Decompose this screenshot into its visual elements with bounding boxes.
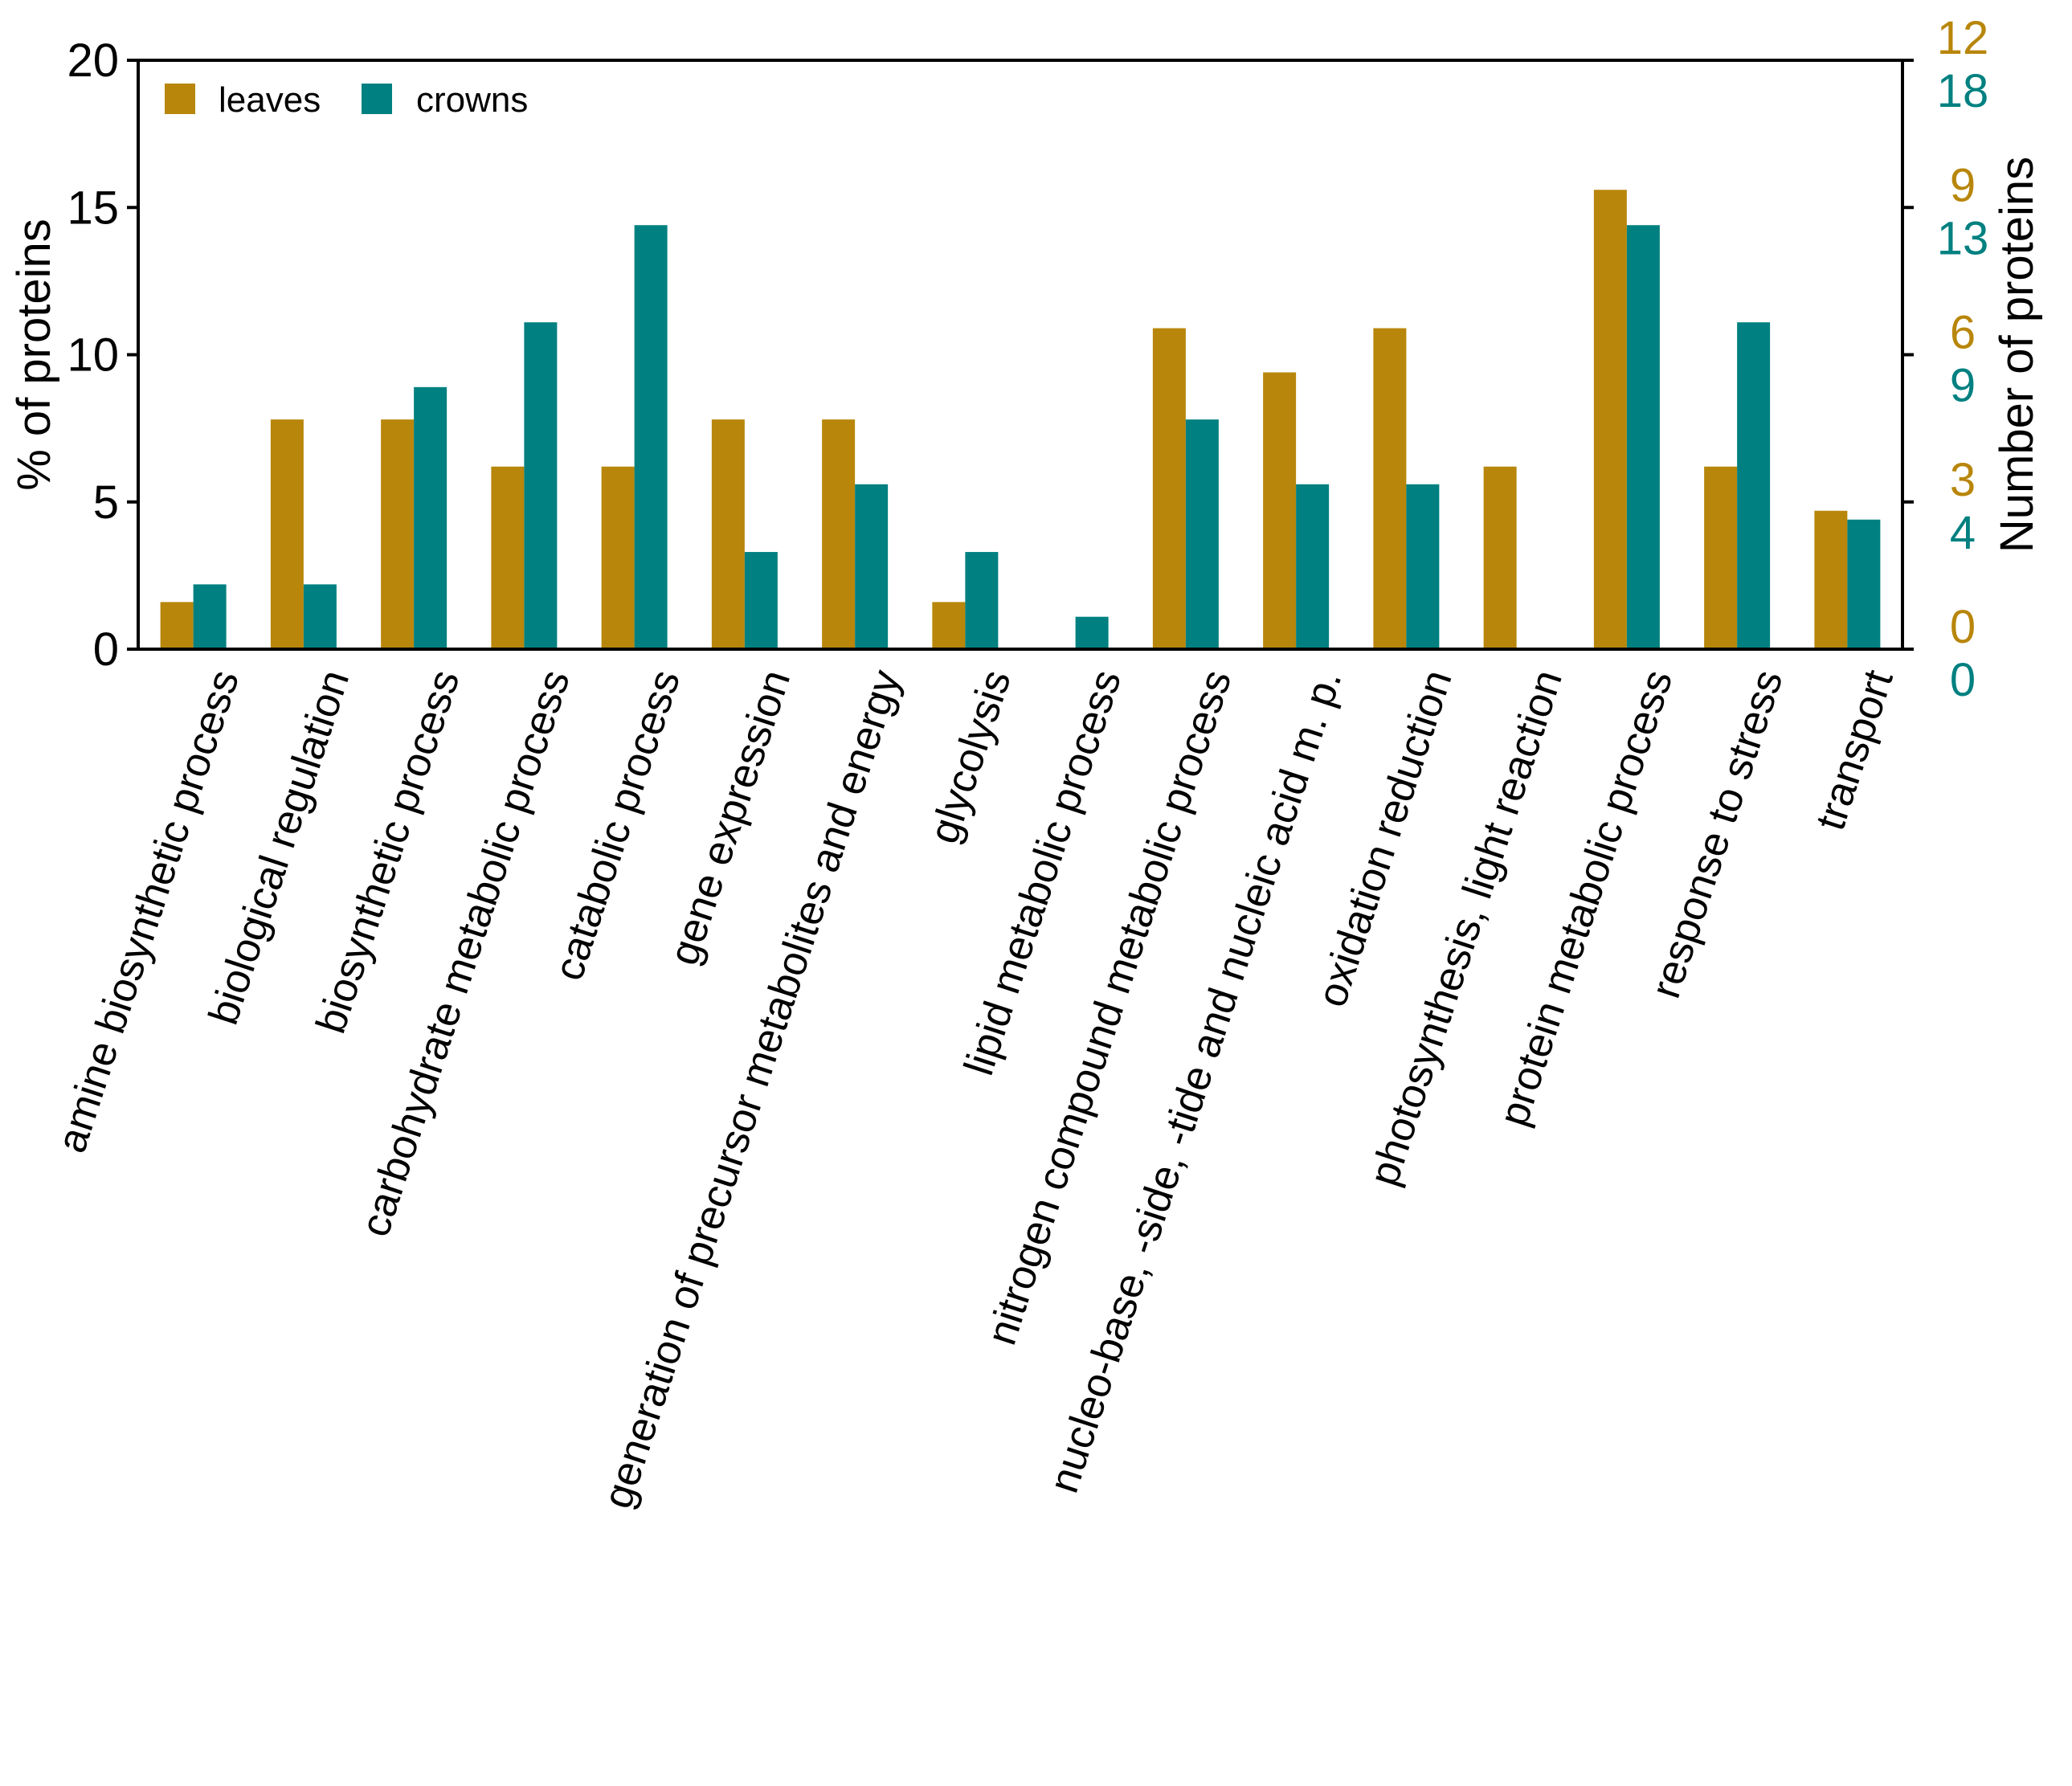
bar-leaves-12 bbox=[1483, 466, 1517, 649]
bar-leaves-3 bbox=[491, 466, 525, 649]
bar-crowns-4 bbox=[634, 225, 668, 649]
category-label: transport bbox=[1807, 664, 1902, 836]
bar-crowns-7 bbox=[965, 552, 999, 649]
right-tick-label-leaves: 6 bbox=[1950, 307, 1976, 359]
right-tick-label-crowns: 18 bbox=[1937, 65, 1989, 117]
bar-leaves-1 bbox=[270, 419, 304, 649]
right-tick-label-leaves: 9 bbox=[1950, 159, 1976, 211]
bar-leaves-5 bbox=[711, 419, 745, 649]
bar-crowns-15 bbox=[1847, 519, 1881, 649]
bars-layer bbox=[160, 190, 1881, 649]
bar-leaves-9 bbox=[1152, 328, 1186, 649]
legend: leaves crowns bbox=[165, 80, 528, 120]
bar-leaves-11 bbox=[1373, 328, 1407, 649]
bar-crowns-2 bbox=[414, 386, 448, 649]
bar-crowns-13 bbox=[1626, 225, 1660, 649]
left-tick-label: 10 bbox=[67, 329, 119, 382]
left-tick-label: 5 bbox=[93, 476, 119, 529]
bar-leaves-7 bbox=[932, 602, 966, 649]
bar-crowns-3 bbox=[524, 322, 558, 649]
bar-crowns-11 bbox=[1406, 484, 1440, 649]
category-label: carbohydrate metabolic process bbox=[352, 664, 579, 1242]
right-tick-label-leaves: 3 bbox=[1950, 454, 1976, 506]
bar-crowns-9 bbox=[1185, 419, 1219, 649]
bar-crowns-0 bbox=[193, 584, 227, 649]
category-label: glycolysis bbox=[921, 664, 1020, 849]
bar-leaves-15 bbox=[1814, 510, 1848, 649]
bar-crowns-14 bbox=[1737, 322, 1771, 649]
bar-leaves-6 bbox=[822, 419, 856, 649]
left-tick-label: 0 bbox=[93, 623, 119, 676]
left-tick-label: 20 bbox=[67, 35, 119, 87]
bar-crowns-8 bbox=[1075, 616, 1109, 649]
legend-swatch-leaves bbox=[165, 84, 195, 114]
bar-leaves-10 bbox=[1263, 372, 1297, 649]
legend-label-crowns: crowns bbox=[416, 80, 528, 120]
left-axis-title: % of proteins bbox=[8, 219, 60, 491]
right-axis-title: Number of proteins bbox=[1991, 157, 2043, 553]
right-tick-label-crowns: 4 bbox=[1950, 507, 1976, 559]
bar-leaves-13 bbox=[1593, 190, 1627, 649]
bar-leaves-14 bbox=[1704, 466, 1738, 649]
right-tick-label-crowns: 13 bbox=[1937, 212, 1989, 264]
bar-crowns-1 bbox=[303, 584, 337, 649]
bar-crowns-5 bbox=[744, 552, 778, 649]
category-label: amine biosynthetic process bbox=[48, 664, 248, 1158]
category-label: gene expression bbox=[660, 664, 799, 971]
bar-leaves-0 bbox=[160, 602, 194, 649]
legend-label-leaves: leaves bbox=[219, 80, 321, 120]
right-tick-label-leaves: 0 bbox=[1950, 601, 1976, 653]
legend-swatch-crowns bbox=[362, 84, 392, 114]
bar-leaves-2 bbox=[381, 419, 415, 649]
left-axis-ticks: 0 5 10 15 20 bbox=[67, 35, 138, 676]
right-tick-label-crowns: 0 bbox=[1950, 654, 1976, 706]
bar-leaves-4 bbox=[601, 466, 635, 649]
bar-crowns-6 bbox=[855, 484, 889, 649]
bar-crowns-10 bbox=[1296, 484, 1330, 649]
left-tick-label: 15 bbox=[67, 182, 119, 234]
right-tick-label-crowns: 9 bbox=[1950, 360, 1976, 412]
right-tick-label-leaves: 12 bbox=[1937, 12, 1989, 64]
